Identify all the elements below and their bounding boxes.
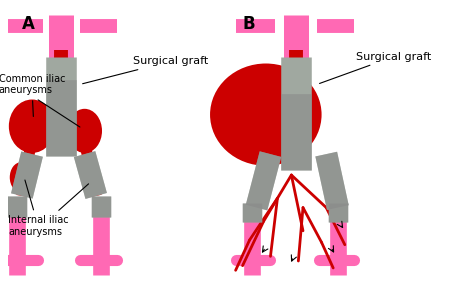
Ellipse shape <box>210 64 321 166</box>
Text: Common iliac
aneurysms: Common iliac aneurysms <box>0 74 65 117</box>
Ellipse shape <box>83 168 102 196</box>
Text: A: A <box>22 15 35 33</box>
Text: Internal iliac
aneurysms: Internal iliac aneurysms <box>8 180 69 237</box>
Text: B: B <box>243 15 255 33</box>
Text: Surgical graft: Surgical graft <box>82 56 209 84</box>
Text: Surgical graft: Surgical graft <box>319 52 432 84</box>
Ellipse shape <box>10 162 32 192</box>
Ellipse shape <box>9 99 55 153</box>
Ellipse shape <box>67 109 102 153</box>
